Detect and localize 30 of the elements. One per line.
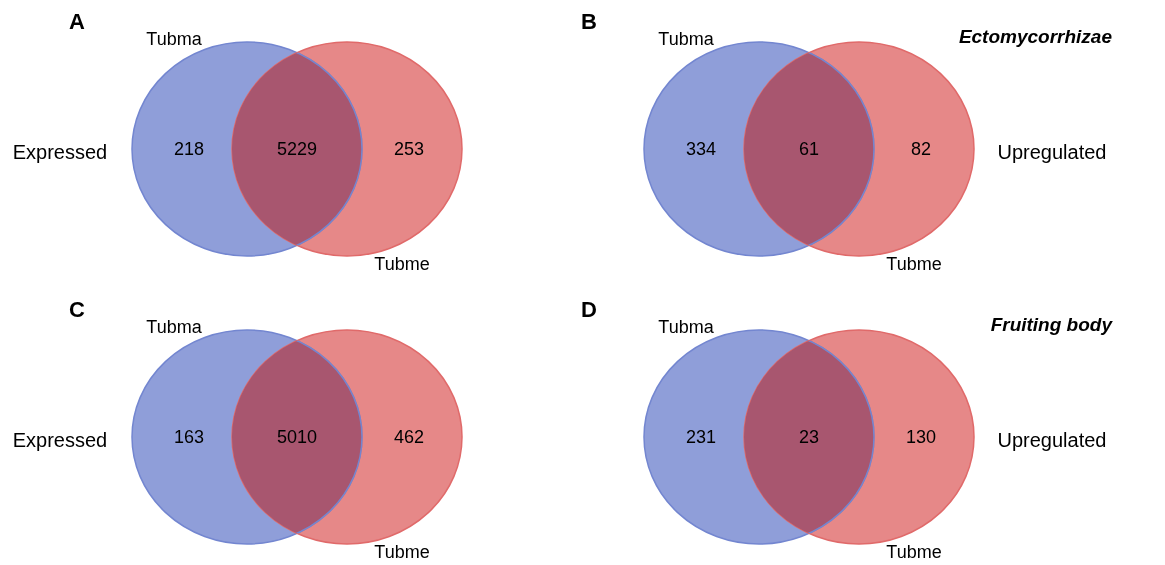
data-label: 23 xyxy=(798,427,820,447)
text: Tubma xyxy=(146,317,203,337)
text: Tubme xyxy=(374,254,430,274)
text: Upregulated xyxy=(997,429,1107,451)
text: B xyxy=(581,9,597,34)
text: Upregulated xyxy=(997,141,1107,163)
data-label: 462 xyxy=(393,427,425,447)
text: Ectomycorrhizae xyxy=(958,26,1113,47)
data-label: 82 xyxy=(910,139,932,159)
text: Tubma xyxy=(658,317,715,337)
text: Fruiting body xyxy=(990,314,1114,335)
text: Expressed xyxy=(12,141,108,163)
data-label: 5010 xyxy=(276,427,318,447)
data-label: 163 xyxy=(173,427,205,447)
data-label: 5229 xyxy=(276,139,318,159)
text: Tubme xyxy=(374,542,430,562)
text: C xyxy=(69,297,86,322)
data-label: 334 xyxy=(685,139,717,159)
data-label: 231 xyxy=(685,427,717,447)
text: A xyxy=(69,9,86,34)
text: Tubme xyxy=(886,542,942,562)
data-label: 253 xyxy=(393,139,425,159)
text: Tubma xyxy=(146,29,203,49)
text: Tubme xyxy=(886,254,942,274)
text: D xyxy=(581,297,597,322)
data-label: 130 xyxy=(905,427,937,447)
data-label: 218 xyxy=(173,139,205,159)
data-label: 61 xyxy=(798,139,820,159)
text: Tubma xyxy=(658,29,715,49)
text: Expressed xyxy=(12,429,108,451)
